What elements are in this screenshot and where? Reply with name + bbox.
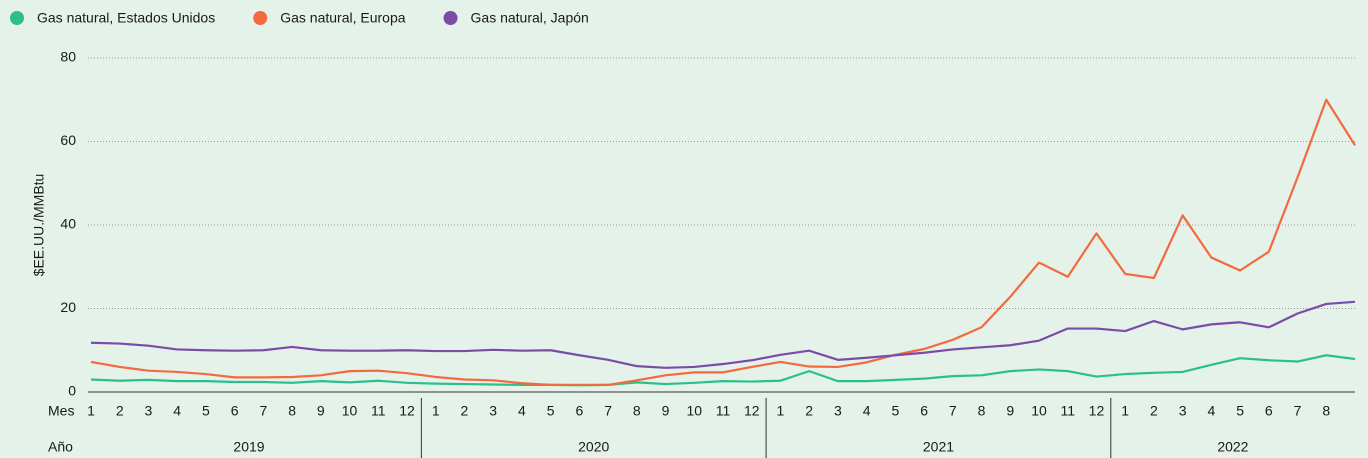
x-tick-label: 2 (1150, 403, 1158, 419)
year-label: 2020 (578, 439, 609, 455)
legend-swatch (443, 11, 458, 25)
series-line (90, 354, 1356, 387)
x-tick-label: 12 (1089, 403, 1105, 419)
y-tick-label: 80 (60, 49, 76, 65)
x-tick-label: 1 (432, 403, 440, 419)
x-tick-label: 10 (342, 403, 358, 419)
legend-swatch (253, 11, 268, 25)
x-tick-label: 4 (1207, 403, 1215, 419)
x-tick-label: 1 (1121, 403, 1129, 419)
x-tick-label: 3 (145, 403, 153, 419)
y-tick-label: 40 (60, 216, 76, 232)
legend-label: Gas natural, Japón (471, 10, 589, 26)
legend-label: Gas natural, Estados Unidos (37, 10, 215, 26)
series-line (90, 300, 1356, 369)
y-tick-label: 20 (60, 299, 76, 315)
x-tick-label: 9 (662, 403, 670, 419)
x-tick-label: 9 (1006, 403, 1014, 419)
year-label: 2022 (1217, 439, 1248, 455)
y-tick-label: 60 (60, 132, 76, 148)
x-tick-label: 7 (259, 403, 267, 419)
y-axis-label: $EE.UU./MMBtu (31, 174, 47, 277)
x-tick-label: 2 (461, 403, 469, 419)
x-tick-label: 7 (949, 403, 957, 419)
x-tick-label: 7 (604, 403, 612, 419)
x-tick-label: 3 (489, 403, 497, 419)
x-tick-label: 6 (1265, 403, 1273, 419)
x-tick-label: 10 (1031, 403, 1047, 419)
x-tick-label: 4 (518, 403, 526, 419)
y-tick-label: 0 (68, 383, 76, 399)
x-tick-label: 8 (633, 403, 641, 419)
x-tick-label: 6 (575, 403, 583, 419)
legend-swatch (10, 11, 24, 25)
x-tick-label: 11 (716, 403, 731, 419)
x-tick-label: 8 (978, 403, 986, 419)
x-tick-label: 12 (399, 403, 415, 419)
year-label: 2021 (923, 439, 954, 455)
x-tick-label: 11 (1060, 403, 1075, 419)
x-tick-label: 2 (805, 403, 813, 419)
x-tick-label: 5 (891, 403, 899, 419)
x-tick-label: 5 (202, 403, 210, 419)
x-tick-label: 6 (231, 403, 239, 419)
x-tick-label: 9 (317, 403, 325, 419)
x-tick-label: 5 (1236, 403, 1244, 419)
x-tick-label: 6 (920, 403, 928, 419)
x-tick-label: 1 (87, 403, 95, 419)
legend-label: Gas natural, Europa (280, 10, 406, 26)
year-label: 2019 (233, 439, 264, 455)
x-tick-label: 4 (863, 403, 871, 419)
x-tick-label: 3 (1179, 403, 1187, 419)
month-row-label: Mes (48, 403, 74, 419)
x-tick-label: 4 (173, 403, 181, 419)
x-tick-label: 8 (1322, 403, 1330, 419)
x-tick-label: 2 (116, 403, 124, 419)
x-tick-label: 10 (686, 403, 702, 419)
series-line (90, 98, 1356, 386)
x-tick-label: 11 (371, 403, 386, 419)
x-tick-label: 5 (547, 403, 555, 419)
year-row-label: Año (48, 439, 73, 455)
x-tick-label: 1 (777, 403, 785, 419)
x-tick-label: 8 (288, 403, 296, 419)
x-tick-label: 12 (744, 403, 760, 419)
x-tick-label: 3 (834, 403, 842, 419)
x-tick-label: 7 (1294, 403, 1302, 419)
